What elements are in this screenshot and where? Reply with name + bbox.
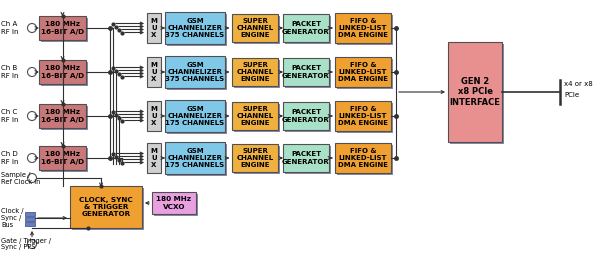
Text: M
U
X: M U X bbox=[151, 106, 157, 126]
Text: CLOCK, SYNC
& TRIGGER
GENERATOR: CLOCK, SYNC & TRIGGER GENERATOR bbox=[79, 197, 133, 217]
Text: PACKET
GENERATOR: PACKET GENERATOR bbox=[282, 109, 330, 123]
Text: SUPER
CHANNEL
ENGINE: SUPER CHANNEL ENGINE bbox=[236, 62, 274, 82]
FancyBboxPatch shape bbox=[154, 194, 198, 216]
Text: Ch B
RF In: Ch B RF In bbox=[1, 65, 19, 79]
FancyBboxPatch shape bbox=[283, 144, 329, 172]
Text: PCIe: PCIe bbox=[564, 92, 579, 98]
Text: x4 or x8: x4 or x8 bbox=[564, 81, 593, 87]
Text: Sample /
Ref Clock In: Sample / Ref Clock In bbox=[1, 172, 40, 185]
FancyBboxPatch shape bbox=[147, 57, 161, 87]
FancyBboxPatch shape bbox=[41, 18, 88, 42]
Text: 180 MHz
16-BIT A/D: 180 MHz 16-BIT A/D bbox=[41, 65, 84, 79]
FancyBboxPatch shape bbox=[165, 142, 225, 174]
Text: GSM
CHANNELIZER
375 CHANNELS: GSM CHANNELIZER 375 CHANNELS bbox=[166, 18, 224, 38]
Text: M
U
X: M U X bbox=[151, 18, 157, 38]
Circle shape bbox=[28, 24, 37, 33]
FancyBboxPatch shape bbox=[41, 106, 88, 130]
FancyBboxPatch shape bbox=[39, 60, 86, 84]
FancyBboxPatch shape bbox=[25, 217, 35, 220]
Text: Clock /
Sync /
Bus: Clock / Sync / Bus bbox=[1, 208, 23, 228]
FancyBboxPatch shape bbox=[285, 16, 331, 44]
FancyBboxPatch shape bbox=[285, 104, 331, 132]
FancyBboxPatch shape bbox=[39, 146, 86, 170]
Text: PACKET
GENERATOR: PACKET GENERATOR bbox=[282, 21, 330, 35]
FancyBboxPatch shape bbox=[337, 145, 393, 175]
Text: SUPER
CHANNEL
ENGINE: SUPER CHANNEL ENGINE bbox=[236, 148, 274, 168]
FancyBboxPatch shape bbox=[147, 13, 161, 43]
FancyBboxPatch shape bbox=[283, 14, 329, 42]
FancyBboxPatch shape bbox=[448, 42, 502, 142]
FancyBboxPatch shape bbox=[25, 221, 35, 226]
Text: Ch D
RF In: Ch D RF In bbox=[1, 151, 19, 165]
Text: M
U
X: M U X bbox=[151, 62, 157, 82]
FancyBboxPatch shape bbox=[234, 146, 280, 174]
FancyBboxPatch shape bbox=[234, 104, 280, 132]
FancyBboxPatch shape bbox=[167, 102, 227, 134]
FancyBboxPatch shape bbox=[337, 59, 393, 89]
FancyBboxPatch shape bbox=[72, 188, 144, 230]
FancyBboxPatch shape bbox=[147, 143, 161, 173]
Text: GSM
CHANNELIZER
175 CHANNELS: GSM CHANNELIZER 175 CHANNELS bbox=[166, 148, 224, 168]
Circle shape bbox=[28, 154, 37, 163]
Text: FIFO &
LINKED-LIST
DMA ENGINE: FIFO & LINKED-LIST DMA ENGINE bbox=[338, 18, 388, 38]
FancyBboxPatch shape bbox=[337, 15, 393, 45]
Circle shape bbox=[28, 240, 37, 249]
Text: PACKET
GENERATOR: PACKET GENERATOR bbox=[282, 151, 330, 165]
FancyBboxPatch shape bbox=[283, 58, 329, 86]
FancyBboxPatch shape bbox=[335, 13, 391, 43]
FancyBboxPatch shape bbox=[234, 16, 280, 44]
Text: GEN 2
x8 PCIe
INTERFACE: GEN 2 x8 PCIe INTERFACE bbox=[449, 77, 500, 107]
FancyBboxPatch shape bbox=[39, 16, 86, 40]
FancyBboxPatch shape bbox=[337, 103, 393, 133]
FancyBboxPatch shape bbox=[335, 101, 391, 131]
FancyBboxPatch shape bbox=[147, 101, 161, 131]
Text: 180 MHz
16-BIT A/D: 180 MHz 16-BIT A/D bbox=[41, 151, 84, 165]
FancyBboxPatch shape bbox=[167, 58, 227, 90]
Text: 180 MHz
VCXO: 180 MHz VCXO bbox=[157, 196, 191, 210]
Text: SUPER
CHANNEL
ENGINE: SUPER CHANNEL ENGINE bbox=[236, 106, 274, 126]
FancyBboxPatch shape bbox=[152, 192, 196, 214]
FancyBboxPatch shape bbox=[232, 102, 278, 130]
Text: SUPER
CHANNEL
ENGINE: SUPER CHANNEL ENGINE bbox=[236, 18, 274, 38]
FancyBboxPatch shape bbox=[232, 144, 278, 172]
Text: Gate / Trigger /
Sync / PPS: Gate / Trigger / Sync / PPS bbox=[1, 238, 51, 251]
Text: 180 MHz
16-BIT A/D: 180 MHz 16-BIT A/D bbox=[41, 109, 84, 123]
Text: FIFO &
LINKED-LIST
DMA ENGINE: FIFO & LINKED-LIST DMA ENGINE bbox=[338, 62, 388, 82]
FancyBboxPatch shape bbox=[167, 144, 227, 176]
FancyBboxPatch shape bbox=[285, 60, 331, 88]
Circle shape bbox=[28, 174, 37, 183]
FancyBboxPatch shape bbox=[335, 57, 391, 87]
Text: PACKET
GENERATOR: PACKET GENERATOR bbox=[282, 65, 330, 79]
Text: GSM
CHANNELIZER
175 CHANNELS: GSM CHANNELIZER 175 CHANNELS bbox=[166, 106, 224, 126]
FancyBboxPatch shape bbox=[41, 62, 88, 86]
FancyBboxPatch shape bbox=[232, 14, 278, 42]
FancyBboxPatch shape bbox=[39, 104, 86, 128]
FancyBboxPatch shape bbox=[335, 143, 391, 173]
Text: 180 MHz
16-BIT A/D: 180 MHz 16-BIT A/D bbox=[41, 21, 84, 35]
FancyBboxPatch shape bbox=[41, 148, 88, 172]
FancyBboxPatch shape bbox=[234, 60, 280, 88]
FancyBboxPatch shape bbox=[165, 12, 225, 44]
FancyBboxPatch shape bbox=[283, 102, 329, 130]
FancyBboxPatch shape bbox=[165, 100, 225, 132]
Text: M
U
X: M U X bbox=[151, 148, 157, 168]
FancyBboxPatch shape bbox=[450, 44, 504, 144]
FancyBboxPatch shape bbox=[165, 56, 225, 88]
Text: Ch C
RF In: Ch C RF In bbox=[1, 109, 19, 123]
FancyBboxPatch shape bbox=[25, 211, 35, 216]
Circle shape bbox=[28, 68, 37, 77]
FancyBboxPatch shape bbox=[167, 14, 227, 46]
Text: FIFO &
LINKED-LIST
DMA ENGINE: FIFO & LINKED-LIST DMA ENGINE bbox=[338, 148, 388, 168]
Text: Ch A
RF In: Ch A RF In bbox=[1, 21, 19, 35]
FancyBboxPatch shape bbox=[70, 186, 142, 228]
FancyBboxPatch shape bbox=[232, 58, 278, 86]
FancyBboxPatch shape bbox=[285, 146, 331, 174]
Text: FIFO &
LINKED-LIST
DMA ENGINE: FIFO & LINKED-LIST DMA ENGINE bbox=[338, 106, 388, 126]
Text: GSM
CHANNELIZER
375 CHANNELS: GSM CHANNELIZER 375 CHANNELS bbox=[166, 62, 224, 82]
Circle shape bbox=[28, 112, 37, 121]
